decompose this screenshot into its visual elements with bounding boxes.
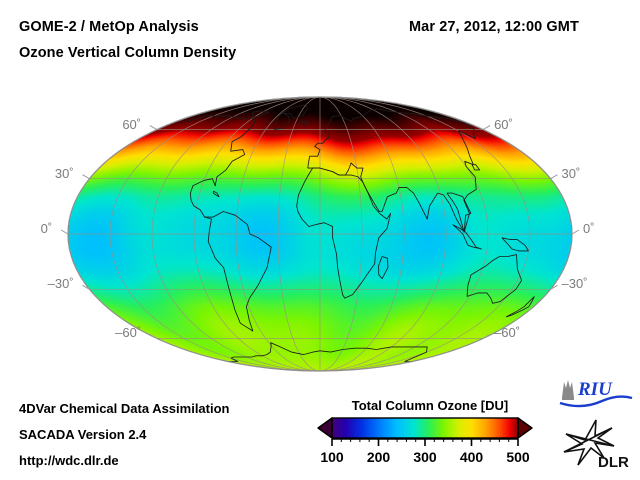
dlr-wordmark: DLR bbox=[598, 454, 629, 470]
mollweide-map-svg bbox=[60, 88, 580, 380]
colorbar-gradient bbox=[332, 418, 518, 438]
lat-tick bbox=[482, 125, 491, 130]
colorbar-tick-label: 300 bbox=[413, 449, 437, 465]
colorbar-over-arrow bbox=[517, 417, 533, 439]
dlr-logo: DLR bbox=[563, 419, 629, 470]
timestamp-label: Mar 27, 2012, 12:00 GMT bbox=[409, 19, 579, 35]
colorbar: 100 200 300 400 500 bbox=[314, 414, 546, 474]
lat-label-right: 30˚ bbox=[561, 165, 581, 181]
lat-tick bbox=[571, 229, 580, 235]
riu-towers-icon bbox=[562, 380, 574, 400]
colorbar-tick-label: 200 bbox=[367, 449, 391, 465]
colorbar-svg: 100 200 300 400 500 bbox=[317, 417, 533, 465]
lat-label-right: 0˚ bbox=[583, 221, 595, 236]
lat-label-right: –30˚ bbox=[561, 276, 588, 292]
dlr-star-icon bbox=[563, 419, 615, 466]
lat-tick bbox=[550, 174, 558, 180]
riu-logo: RIU bbox=[559, 379, 633, 408]
colorbar-title: Total Column Ozone [DU] bbox=[351, 398, 509, 413]
method-label: 4DVar Chemical Data Assimilation bbox=[19, 401, 230, 416]
lat-label-left: –30˚ bbox=[47, 276, 74, 292]
lat-tick bbox=[82, 284, 90, 290]
lat-label-left: 30˚ bbox=[54, 165, 74, 181]
coastlines bbox=[183, 104, 535, 362]
lat-label-right: –60˚ bbox=[494, 325, 521, 341]
world-ozone-map bbox=[60, 88, 580, 380]
colorbar-tick-label: 500 bbox=[506, 449, 530, 465]
page-subtitle: Ozone Vertical Column Density bbox=[19, 45, 237, 61]
colorbar-tick-label: 100 bbox=[320, 449, 344, 465]
riu-wordmark: RIU bbox=[577, 379, 613, 400]
lat-tick bbox=[149, 125, 158, 130]
lat-tick bbox=[82, 174, 90, 180]
lat-label-left: 60˚ bbox=[122, 116, 142, 132]
graticule bbox=[68, 96, 572, 372]
colorbar-under-arrow bbox=[317, 417, 333, 439]
lat-label-left: 0˚ bbox=[40, 221, 53, 236]
lat-label-left: –60˚ bbox=[115, 325, 142, 341]
colorbar-tick-label: 400 bbox=[460, 449, 484, 465]
version-label: SACADA Version 2.4 bbox=[19, 427, 147, 442]
lat-tick bbox=[149, 334, 158, 339]
lat-tick bbox=[482, 334, 491, 339]
page-title: GOME‑2 / MetOp Analysis bbox=[19, 19, 199, 35]
lat-tick bbox=[60, 229, 69, 235]
lat-label-right: 60˚ bbox=[494, 116, 513, 132]
lat-tick bbox=[550, 284, 558, 290]
website-link[interactable]: http://wdc.dlr.de bbox=[19, 453, 119, 468]
riu-swoosh-icon bbox=[559, 395, 633, 408]
colorbar-frame bbox=[331, 417, 519, 439]
